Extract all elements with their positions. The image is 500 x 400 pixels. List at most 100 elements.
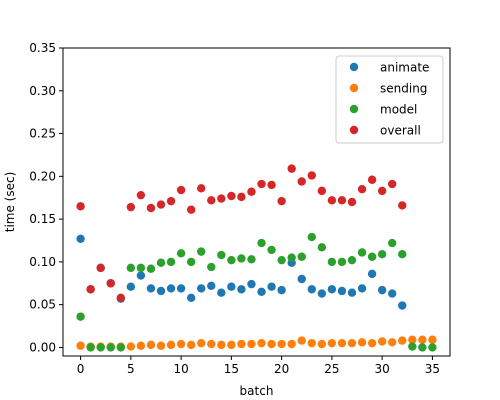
point-model [156,258,166,267]
legend-box [335,55,444,144]
point-animate [136,271,146,280]
point-model [186,257,196,267]
point-sending [408,335,417,344]
point-overall [227,191,236,201]
point-sending [418,335,427,344]
point-overall [126,202,136,212]
point-sending [186,340,196,350]
point-model [257,238,266,248]
point-overall [166,196,176,206]
y-tick-label: 0.25 [29,127,56,141]
x-axis: 0 5 10 15 20 25 30 35 [77,356,440,376]
point-sending [227,340,236,350]
point-overall [96,263,105,273]
point-overall [237,192,246,202]
x-tick-label: 30 [375,362,390,376]
point-animate [327,285,337,294]
point-sending [156,341,166,350]
point-sending [317,339,327,349]
point-model [176,249,186,258]
x-tick-label: 25 [324,362,339,376]
point-model [76,312,85,321]
point-model [327,257,337,267]
point-sending [398,336,407,345]
point-model [227,255,236,265]
point-overall [76,202,85,211]
point-overall [317,186,327,196]
point-model [267,245,276,255]
legend-items: animate sending model overall [349,61,429,138]
x-tick-label: 20 [274,362,289,376]
point-model [307,232,316,242]
point-overall [267,180,276,190]
plot-frame [62,47,451,357]
point-animate [76,234,85,243]
point-model [146,264,156,273]
point-model [297,252,306,261]
point-model [317,243,327,252]
point-overall [377,186,387,196]
point-animate [297,274,306,284]
point-animate [146,284,156,293]
point-sending [257,338,266,348]
point-overall [136,190,146,200]
point-sending [217,340,226,350]
point-sending [307,338,316,348]
point-overall [327,196,337,205]
point-overall [186,205,196,214]
point-animate [186,293,196,303]
y-tick-label: 0.05 [29,298,56,312]
y-tick-label: 0.20 [29,169,56,183]
point-model [126,263,136,273]
point-model [408,342,417,351]
point-sending [136,341,146,350]
point-model [367,252,377,261]
point-model [96,343,105,352]
point-model [217,250,226,260]
y-tick-label: 0.30 [29,84,56,98]
y-tick-label: 0.15 [29,212,56,226]
point-animate [367,269,377,279]
legend: animate sending model overall [335,55,444,144]
legend-marker-overall [349,125,359,135]
x-tick-label: 35 [425,362,440,376]
x-axis-label: batch [240,384,274,398]
point-animate [207,281,216,291]
point-animate [156,286,166,296]
point-overall [207,196,216,205]
point-overall [297,177,306,186]
point-sending [126,342,136,351]
point-animate [166,284,176,293]
point-sending [76,341,85,350]
point-model [377,249,387,259]
point-animate [267,282,276,291]
point-sending [176,339,186,349]
point-animate [317,289,327,298]
point-model [337,257,347,267]
point-animate [377,285,387,295]
point-model [136,263,146,273]
y-tick-label: 0.10 [29,255,56,269]
point-animate [398,301,407,310]
point-animate [357,284,367,293]
legend-marker-sending [349,83,359,93]
point-sending [297,336,306,345]
point-model [418,343,427,352]
point-overall [347,197,357,207]
point-model [116,343,126,352]
point-animate [247,279,256,289]
y-axis-label: time (sec) [3,172,17,233]
point-animate [257,287,266,297]
point-model [166,257,176,267]
x-tick-label: 5 [127,362,135,376]
point-model [207,262,216,272]
point-animate [307,285,316,294]
point-overall [337,196,347,205]
point-model [287,253,296,262]
legend-marker-animate [349,62,359,72]
point-overall [176,185,186,195]
legend-label-overall: overall [380,124,421,138]
point-overall [367,175,377,184]
point-overall [106,279,115,288]
point-sending [267,339,276,349]
